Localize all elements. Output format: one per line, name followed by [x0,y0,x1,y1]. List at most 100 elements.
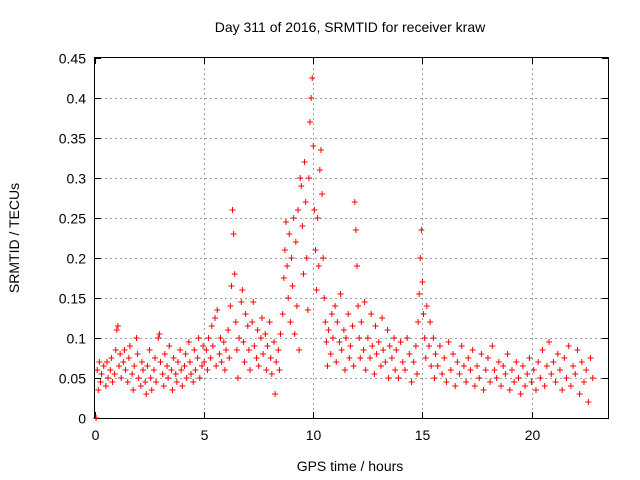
data-point [296,347,303,353]
data-point [415,319,422,325]
data-point [116,363,123,369]
data-point [117,351,124,357]
data-point [328,311,335,317]
data-point [182,351,189,357]
chart-title: Day 311 of 2016, SRMTID for receiver kra… [215,19,486,35]
data-point [208,323,215,329]
data-point [155,335,162,341]
data-point [250,299,257,305]
data-point [201,359,208,365]
data-point [165,375,172,381]
data-point [109,379,116,385]
data-point [230,231,237,237]
data-point [289,283,296,289]
data-point [528,379,535,385]
data-point [97,379,104,385]
data-point [112,347,119,353]
data-point [337,291,344,297]
data-point [142,379,149,385]
data-point [307,119,314,125]
data-point [100,363,107,369]
data-point [532,387,539,393]
data-point [298,183,305,189]
data-point [310,143,317,149]
data-point [463,379,470,385]
data-point [166,343,173,349]
data-point [329,335,336,341]
data-point [458,343,465,349]
data-point [548,371,555,377]
data-point [537,375,544,381]
data-point [234,375,241,381]
data-point [161,351,168,357]
data-point [436,343,443,349]
data-point [336,339,343,345]
data-point [217,335,224,341]
y-tick-label: 0.45 [59,51,86,67]
data-point [552,379,559,385]
data-point [138,359,145,365]
data-point [469,347,476,353]
data-point [276,367,283,373]
data-point [325,327,332,333]
data-point [157,359,164,365]
data-point [285,295,292,301]
data-point [111,371,118,377]
data-point [332,303,339,309]
data-point [350,363,357,369]
data-point [416,291,423,297]
data-point [425,343,432,349]
y-tick-label: 0.2 [67,251,87,267]
data-point [439,371,446,377]
data-point [474,363,481,369]
data-point [302,199,309,205]
data-point [506,387,513,393]
data-point [323,339,330,345]
data-points [93,75,596,421]
data-point [489,343,496,349]
data-point [150,367,157,373]
data-point [401,367,408,373]
y-tick-label: 0.25 [59,211,86,227]
data-point [467,367,474,373]
data-point [169,387,176,393]
data-point [104,359,111,365]
data-point [262,331,269,337]
data-point [563,375,570,381]
data-point [454,359,461,365]
data-point [504,351,511,357]
data-point [188,371,195,377]
data-point [170,355,177,361]
y-tick-label: 0.05 [59,371,86,387]
data-point [406,351,413,357]
data-point [303,255,310,261]
data-point [333,359,340,365]
data-point [340,327,347,333]
data-point [351,199,358,205]
data-point [578,359,585,365]
data-point [388,355,395,361]
data-point [194,355,201,361]
data-point [452,383,459,389]
data-point [321,295,328,301]
data-point [125,355,132,361]
data-point [288,255,295,261]
data-point [513,359,520,365]
data-point [159,371,166,377]
data-point [478,351,485,357]
x-axis-title: GPS time / hours [297,458,404,474]
data-point [482,367,489,373]
data-point [554,351,561,357]
data-point [283,219,290,225]
data-point [254,327,261,333]
data-point [129,371,136,377]
data-point [281,247,288,253]
data-point [386,343,393,349]
data-point [299,223,306,229]
data-point [491,367,498,373]
data-point [273,359,280,365]
data-point [172,371,179,377]
data-point [244,323,251,329]
data-point [96,359,103,365]
